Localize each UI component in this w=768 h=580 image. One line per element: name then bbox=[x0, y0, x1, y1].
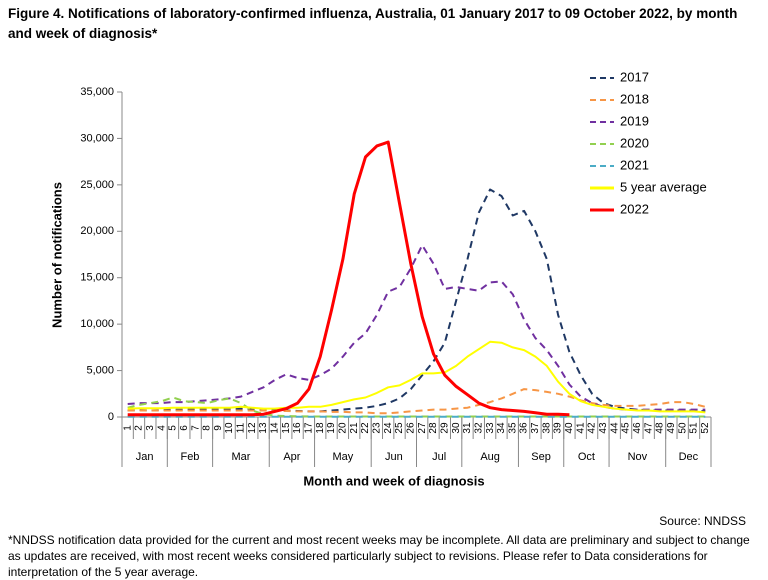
x-tick-label: 2 bbox=[134, 425, 145, 431]
x-axis-label: Month and week of diagnosis bbox=[303, 473, 484, 488]
x-tick-label: 21 bbox=[349, 422, 360, 434]
x-tick-label: 3 bbox=[145, 425, 156, 431]
month-label: Nov bbox=[628, 451, 648, 463]
y-tick-label: 0 bbox=[108, 411, 114, 423]
series-line bbox=[127, 188, 706, 413]
x-tick-label: 16 bbox=[292, 422, 303, 434]
x-tick-label: 42 bbox=[587, 422, 598, 434]
legend-label: 2019 bbox=[620, 113, 649, 128]
month-label: Jun bbox=[385, 451, 403, 463]
y-tick-label: 25,000 bbox=[80, 179, 114, 191]
month-label: Aug bbox=[480, 451, 500, 463]
x-tick-label: 35 bbox=[507, 422, 518, 434]
x-tick-label: 29 bbox=[439, 422, 450, 434]
series-line bbox=[127, 396, 706, 418]
x-tick-label: 13 bbox=[258, 422, 269, 434]
x-tick-label: 49 bbox=[666, 422, 677, 434]
x-tick-label: 7 bbox=[190, 425, 201, 431]
month-label: Dec bbox=[679, 451, 699, 463]
x-tick-label: 4 bbox=[156, 425, 167, 431]
x-tick-label: 18 bbox=[315, 422, 326, 434]
x-tick-label: 30 bbox=[451, 422, 462, 434]
series-line bbox=[127, 388, 706, 415]
series-line bbox=[127, 140, 570, 417]
x-tick-label: 14 bbox=[270, 422, 281, 434]
x-tick-label: 52 bbox=[700, 422, 711, 434]
x-tick-label: 36 bbox=[519, 422, 530, 434]
month-label: Apr bbox=[283, 451, 300, 463]
legend-label: 5 year average bbox=[620, 179, 707, 194]
y-tick-label: 5,000 bbox=[86, 364, 114, 376]
y-tick-label: 30,000 bbox=[80, 132, 114, 144]
x-tick-label: 15 bbox=[281, 422, 292, 434]
month-label: Jul bbox=[432, 451, 446, 463]
x-tick-label: 31 bbox=[462, 422, 473, 434]
x-tick-label: 39 bbox=[553, 422, 564, 434]
x-tick-label: 33 bbox=[485, 422, 496, 434]
month-label: Oct bbox=[578, 451, 595, 463]
legend-label: 2022 bbox=[620, 201, 649, 216]
x-tick-label: 20 bbox=[338, 422, 349, 434]
y-tick-label: 10,000 bbox=[80, 318, 114, 330]
x-tick-label: 9 bbox=[213, 425, 224, 431]
y-tick-label: 20,000 bbox=[80, 225, 114, 237]
x-tick-label: 22 bbox=[360, 422, 371, 434]
chart: Number of notifications Month and week o… bbox=[49, 69, 712, 488]
legend-label: 2020 bbox=[620, 135, 649, 150]
x-tick-label: 50 bbox=[677, 422, 688, 434]
x-tick-label: 27 bbox=[417, 422, 428, 434]
legend-label: 2021 bbox=[620, 157, 649, 172]
series-line bbox=[127, 244, 706, 411]
y-tick-label: 35,000 bbox=[80, 86, 114, 98]
x-tick-label: 45 bbox=[621, 422, 632, 434]
x-tick-label: 19 bbox=[326, 422, 337, 434]
x-tick-label: 17 bbox=[304, 422, 315, 434]
x-tick-label: 1 bbox=[122, 425, 133, 431]
x-tick-label: 28 bbox=[428, 422, 439, 434]
y-axis-label: Number of notifications bbox=[49, 182, 64, 328]
x-tick-label: 26 bbox=[405, 422, 416, 434]
x-tick-label: 25 bbox=[394, 422, 405, 434]
footnote: *NNDSS notification data provided for th… bbox=[8, 533, 750, 579]
x-tick-label: 10 bbox=[224, 422, 235, 434]
month-label: Sep bbox=[531, 451, 551, 463]
legend-label: 2018 bbox=[620, 91, 649, 106]
month-label: May bbox=[332, 451, 353, 463]
x-tick-label: 23 bbox=[371, 422, 382, 434]
x-tick-label: 8 bbox=[202, 425, 213, 431]
chart-title: Figure 4. Notifications of laboratory-co… bbox=[8, 6, 738, 41]
x-tick-label: 43 bbox=[598, 422, 609, 434]
month-label: Feb bbox=[180, 451, 199, 463]
x-tick-label: 46 bbox=[632, 422, 643, 434]
x-tick-label: 47 bbox=[643, 422, 654, 434]
x-tick-label: 37 bbox=[530, 422, 541, 434]
month-label: Mar bbox=[231, 451, 250, 463]
x-tick-label: 6 bbox=[179, 425, 190, 431]
y-tick-label: 15,000 bbox=[80, 272, 114, 284]
x-tick-label: 51 bbox=[689, 422, 700, 434]
x-tick-label: 41 bbox=[575, 422, 586, 434]
month-label: Jan bbox=[136, 451, 154, 463]
x-tick-label: 40 bbox=[564, 422, 575, 434]
x-tick-label: 38 bbox=[541, 422, 552, 434]
source: Source: NNDSS bbox=[659, 514, 746, 528]
x-tick-label: 5 bbox=[168, 425, 179, 431]
x-tick-label: 34 bbox=[496, 422, 507, 434]
series-line bbox=[127, 340, 706, 414]
x-tick-label: 32 bbox=[473, 422, 484, 434]
x-tick-label: 12 bbox=[247, 422, 258, 434]
x-tick-label: 48 bbox=[655, 422, 666, 434]
legend-label: 2017 bbox=[620, 69, 649, 84]
x-tick-label: 11 bbox=[236, 422, 247, 433]
x-tick-label: 24 bbox=[383, 422, 394, 434]
x-tick-label: 44 bbox=[609, 422, 620, 434]
